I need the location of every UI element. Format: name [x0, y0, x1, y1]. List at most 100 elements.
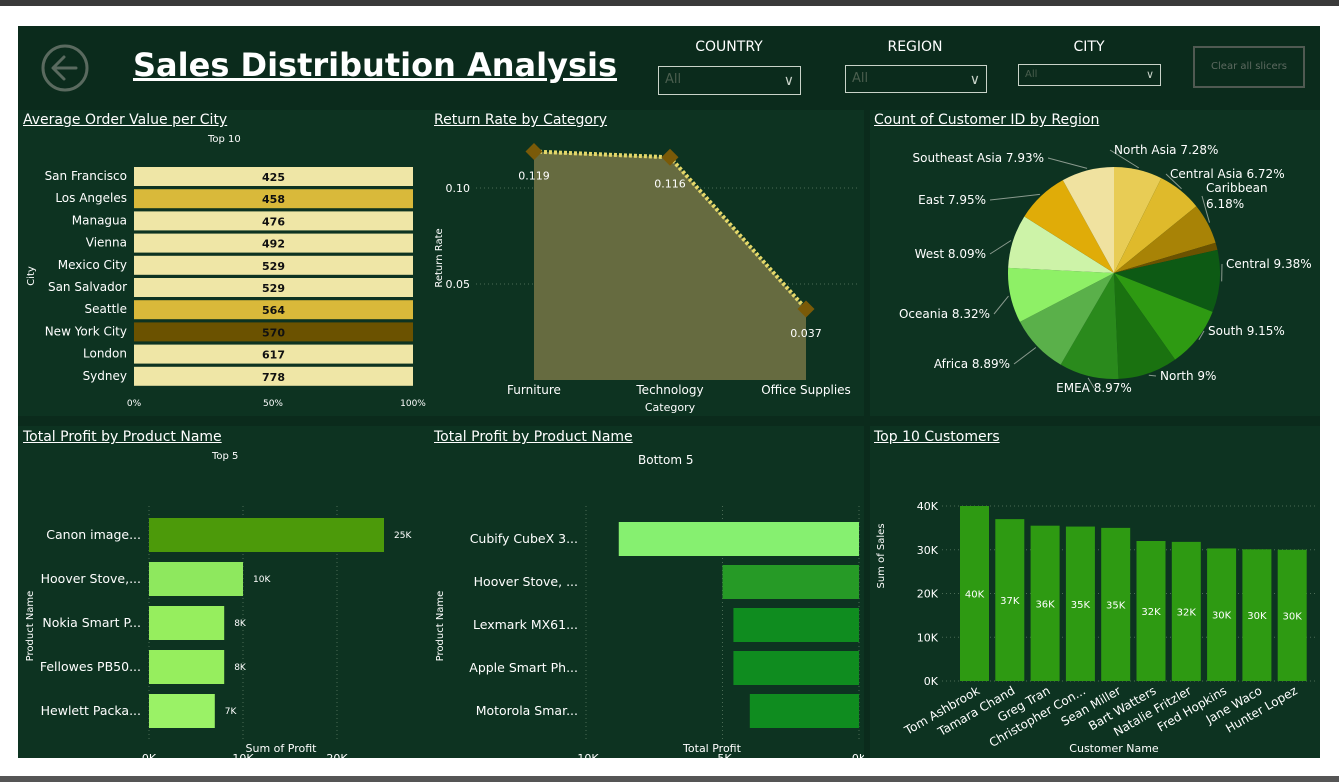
aov-bar[interactable] [134, 233, 413, 253]
pie-label: West 8.09% [915, 247, 986, 261]
pie-label: EMEA 8.97% [1056, 381, 1132, 395]
country-slicer[interactable]: All ∨ [658, 66, 801, 95]
aov-title: Average Order Value per City [23, 112, 228, 128]
top5-bar[interactable] [149, 518, 384, 552]
top-customers-bar[interactable] [1171, 541, 1201, 681]
chevron-down-icon: ∨ [1145, 68, 1154, 81]
pie-label: North 9% [1160, 369, 1216, 383]
bottom5-chart: -10K -5K 0K Cubify CubeX 3... Hoover Stove, … [435, 506, 864, 758]
return-rate-xlabel: Category [645, 401, 696, 414]
aov-bar[interactable] [134, 167, 413, 186]
pie-slice[interactable] [1062, 167, 1114, 273]
pie-slice[interactable] [1114, 242, 1218, 273]
page-title: Sales Distribution Analysis [133, 46, 618, 84]
back-button[interactable] [40, 44, 92, 92]
aov-bar[interactable] [134, 278, 413, 297]
top-customers-bar[interactable] [1065, 526, 1095, 681]
pie-label: Southeast Asia 7.93% [913, 151, 1044, 165]
bottom5-bar[interactable] [618, 522, 859, 556]
top5-data-label: 10K [253, 575, 271, 585]
pie-slice[interactable] [1008, 267, 1114, 322]
aov-bar[interactable] [134, 344, 413, 364]
top-customers-data-label: 37K [1000, 596, 1020, 607]
top5-bar[interactable] [149, 562, 243, 596]
pie-slice[interactable] [1114, 167, 1162, 273]
pie-slice[interactable] [1024, 180, 1114, 273]
top5-bar[interactable] [149, 650, 225, 684]
pie-slice[interactable] [1019, 273, 1114, 365]
aov-subtitle: Top 10 [208, 134, 241, 145]
aov-bar[interactable] [134, 255, 413, 275]
top-customers-bar[interactable] [1030, 525, 1060, 681]
return-rate-point[interactable] [797, 300, 815, 318]
top-customers-bar[interactable] [1207, 548, 1237, 681]
aov-tick-label: Managua [72, 213, 127, 227]
pie-label: Caribbean [1206, 181, 1268, 195]
aov-bar[interactable] [134, 189, 413, 209]
top-customers-bar[interactable] [1101, 527, 1131, 681]
top5-bar[interactable] [149, 694, 215, 728]
top-customers-ytick: 40K [917, 500, 939, 513]
bottom5-xtick: 0K [852, 752, 864, 758]
aov-bar[interactable] [134, 366, 413, 386]
top-customers-bar[interactable] [1136, 541, 1166, 681]
aov-tick-label: Sydney [83, 369, 127, 383]
pie-label: East 7.95% [918, 193, 986, 207]
pie-slice[interactable] [1114, 206, 1216, 273]
return-rate-ylabel: Return Rate [434, 228, 445, 287]
return-rate-panel: Return Rate by Category 0.05 0.10 0.119 Fur… [428, 110, 864, 416]
aov-tick-label: London [83, 347, 127, 361]
return-rate-title: Return Rate by Category [434, 112, 608, 128]
top-customers-bar[interactable] [1277, 549, 1307, 681]
city-slicer-label: CITY [1073, 39, 1105, 55]
pie-label: South 9.15% [1208, 324, 1285, 338]
top-customers-bar[interactable] [995, 519, 1025, 681]
aov-bar[interactable] [134, 211, 413, 231]
bottom5-bar[interactable] [749, 694, 859, 728]
top5-xtick: 20K [326, 752, 348, 758]
pie-leader-line [1148, 374, 1157, 377]
region-slicer[interactable]: All ∨ [845, 65, 987, 93]
return-rate-ytick: 0.10 [446, 182, 471, 195]
aov-bar[interactable] [134, 300, 413, 320]
aov-ylabel: City [26, 266, 37, 286]
city-slicer[interactable]: All ∨ [1018, 64, 1161, 86]
clear-slicers-button[interactable]: Clear all slicers [1193, 46, 1305, 88]
pie-slice[interactable] [1114, 273, 1213, 360]
bottom5-subtitle: Bottom 5 [638, 453, 694, 467]
aov-data-label: 458 [262, 193, 285, 206]
aov-tick-label: San Francisco [45, 169, 127, 183]
pie-slice[interactable] [1114, 273, 1176, 379]
aov-tick-1: 50% [263, 399, 283, 409]
pie-slice[interactable] [1060, 273, 1119, 380]
pie-leader-line [1087, 377, 1095, 389]
top5-subtitle: Top 5 [212, 451, 239, 462]
pie-slice[interactable] [1008, 216, 1114, 273]
aov-data-label: 564 [262, 304, 285, 317]
pie-label: North Asia 7.28% [1114, 143, 1218, 157]
top-customers-data-label: 36K [1035, 599, 1055, 610]
window-top-bar [0, 0, 1339, 6]
top-customers-bar[interactable] [1242, 549, 1272, 681]
top-customers-bar[interactable] [960, 506, 989, 681]
bottom5-bar[interactable] [733, 608, 859, 642]
aov-bar[interactable] [134, 322, 413, 342]
arrow-left-glyph [51, 55, 78, 81]
return-rate-point[interactable] [661, 148, 679, 166]
top5-bar[interactable] [149, 606, 225, 640]
bottom5-tick-label: Motorola Smar... [476, 703, 578, 718]
bottom5-tick-label: Hoover Stove, ... [474, 574, 578, 589]
bottom5-bar[interactable] [733, 651, 859, 685]
pie-slice[interactable] [1114, 178, 1197, 273]
top-customers-data-label: 30K [1283, 611, 1303, 622]
customers-region-title: Count of Customer ID by Region [874, 112, 1100, 128]
aov-tick-0: 0% [127, 399, 142, 409]
top-customers-data-label: 32K [1177, 607, 1197, 618]
top5-xtick: 10K [232, 752, 254, 758]
bottom5-bar[interactable] [722, 565, 860, 599]
return-rate-point[interactable] [525, 143, 543, 161]
report-canvas: Sales Distribution Analysis COUNTRY All … [18, 26, 1320, 758]
aov-data-label: 529 [262, 260, 285, 273]
return-rate-area [534, 151, 806, 380]
pie-slice[interactable] [1114, 249, 1220, 312]
